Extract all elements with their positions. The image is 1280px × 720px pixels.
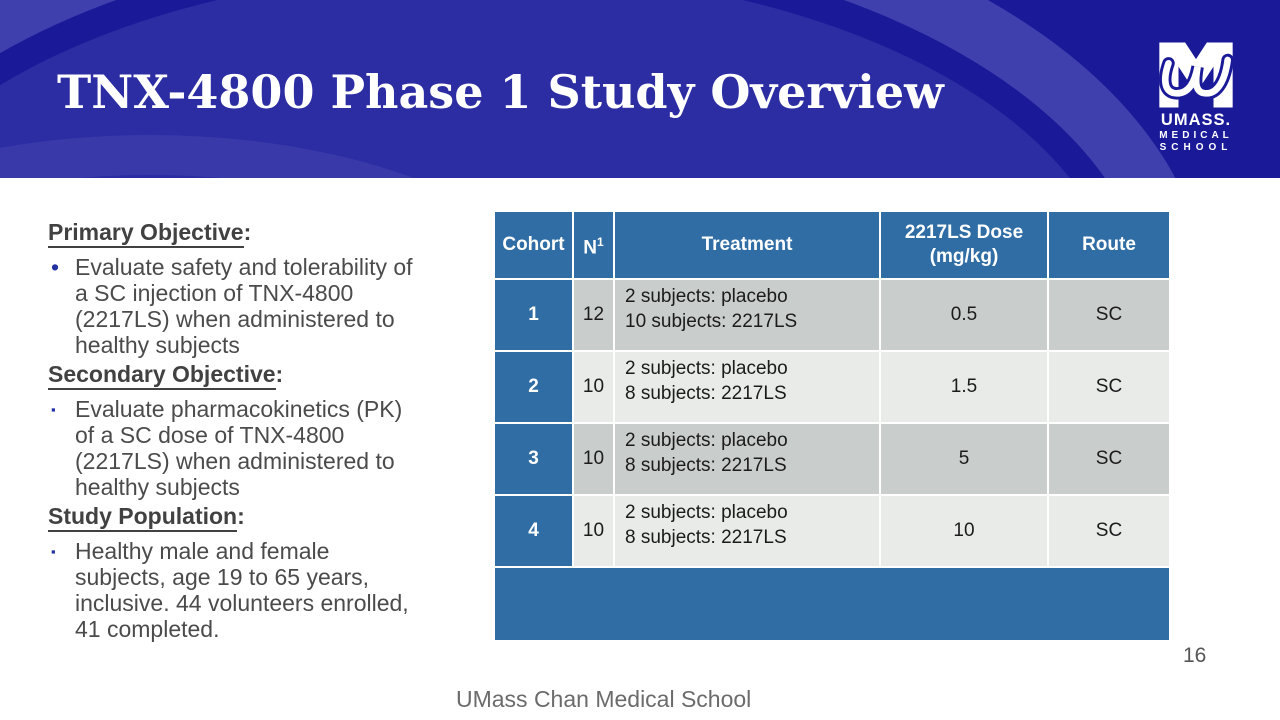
table-row-cohort-3: 3 10 2 subjects: placebo 8 subjects: 221… [493,422,1171,496]
umass-logo: UMASS. MEDICAL SCHOOL [1152,40,1240,154]
square-bullet-icon: ▪ [51,402,56,417]
n-cell: 10 [572,422,615,496]
col-header-n: N1 [572,210,615,280]
umass-logo-mark [1159,42,1234,108]
objectives-panel: Primary Objective: • Evaluate safety and… [48,219,440,645]
study-population-heading: Study Population: [48,503,440,532]
table-footer-band [493,566,1171,642]
col-header-treatment: Treatment [613,210,881,280]
cohort-cell: 3 [493,422,574,496]
title-banner: TNX-4800 Phase 1 Study Overview UMASS. M… [0,0,1280,178]
u-script-glyph [1161,56,1231,97]
page-number: 16 [1183,644,1207,667]
study-population-bullet: ▪ Healthy male and female subjects, age … [51,538,409,642]
treatment-cell: 2 subjects: placebo 8 subjects: 2217LS [613,350,881,424]
secondary-objective-bullet: ▪ Evaluate pharmacokinetics (PK) of a SC… [51,396,403,500]
logo-medical-text: MEDICAL [1159,130,1233,141]
dose-cell: 0.5 [879,278,1049,352]
n-cell: 10 [572,350,615,424]
treatment-cell: 2 subjects: placebo 8 subjects: 2217LS [613,494,881,568]
col-header-route: Route [1047,210,1171,280]
treatment-cell: 2 subjects: placebo 8 subjects: 2217LS [613,422,881,496]
slide-title: TNX-4800 Phase 1 Study Overview [57,65,944,119]
table-row-cohort-2: 2 10 2 subjects: placebo 8 subjects: 221… [493,350,1171,424]
route-cell: SC [1047,278,1171,352]
table-footer-band-row [493,566,1171,642]
banner-swoosh-graphic [0,0,1280,178]
dose-cell: 1.5 [879,350,1049,424]
table-row-cohort-4: 4 10 2 subjects: placebo 8 subjects: 221… [493,494,1171,568]
logo-umass-text: UMASS. [1160,111,1232,129]
primary-objective-bullet: • Evaluate safety and tolerability of a … [51,254,413,358]
route-cell: SC [1047,494,1171,568]
route-cell: SC [1047,350,1171,424]
cohort-cell: 4 [493,494,574,568]
n-cell: 12 [572,278,615,352]
primary-objective-heading: Primary Objective: [48,219,440,248]
col-header-dose: 2217LS Dose (mg/kg) [879,210,1049,280]
secondary-objective-heading: Secondary Objective: [48,361,440,390]
study-design-table: Cohort N1 Treatment 2217LS Dose (mg/kg) … [493,210,1171,642]
treatment-cell: 2 subjects: placebo 10 subjects: 2217LS [613,278,881,352]
cohort-cell: 2 [493,350,574,424]
n-cell: 10 [572,494,615,568]
col-header-cohort: Cohort [493,210,574,280]
route-cell: SC [1047,422,1171,496]
table-row-cohort-1: 1 12 2 subjects: placebo 10 subjects: 22… [493,278,1171,352]
footer-school-name: UMass Chan Medical School [456,686,752,712]
table-header-row: Cohort N1 Treatment 2217LS Dose (mg/kg) … [493,210,1171,280]
dose-cell: 5 [879,422,1049,496]
dose-cell: 10 [879,494,1049,568]
square-bullet-icon: ▪ [51,544,56,559]
logo-school-text: SCHOOL [1159,142,1233,153]
round-bullet-icon: • [51,254,60,280]
cohort-cell: 1 [493,278,574,352]
